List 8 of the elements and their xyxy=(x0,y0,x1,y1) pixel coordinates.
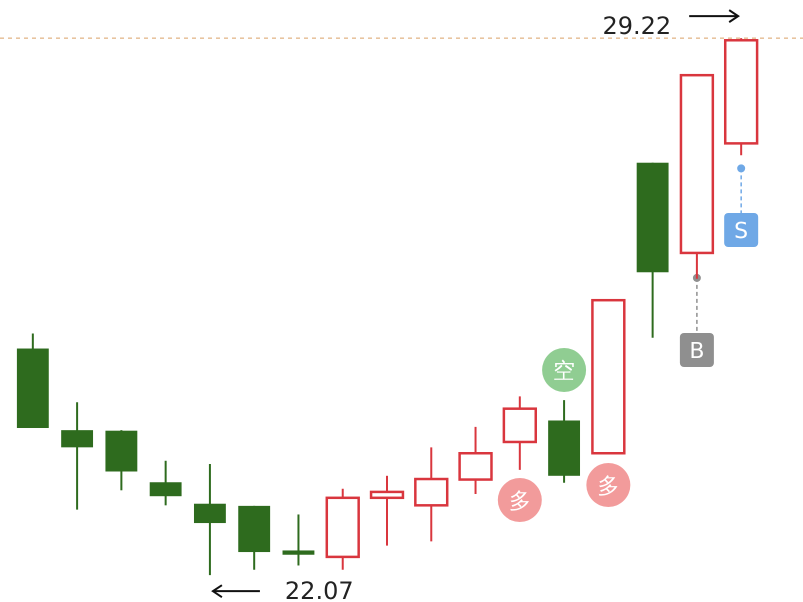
annotation: 多 xyxy=(597,474,620,499)
annotation: B xyxy=(689,339,704,364)
annotation: 29.22 xyxy=(602,12,672,40)
annotation: 多 xyxy=(508,489,531,514)
text: 22.07 xyxy=(284,577,354,602)
candlestick xyxy=(282,513,314,566)
annotation: 空 xyxy=(553,359,576,384)
annotation: S xyxy=(734,219,748,244)
